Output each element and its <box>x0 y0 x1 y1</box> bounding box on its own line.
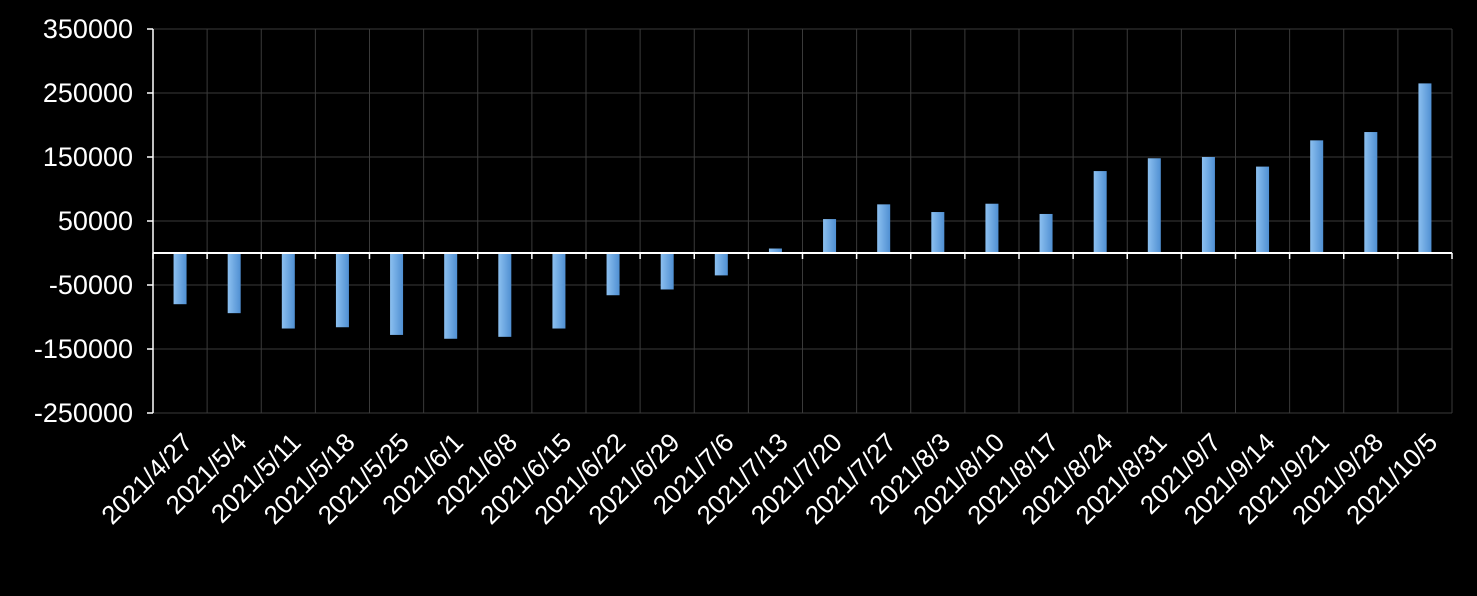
bar-2021/8/10 <box>985 203 999 253</box>
bar-2021/8/3 <box>931 212 945 253</box>
y-tick-label: -50000 <box>49 270 133 300</box>
bar-2021/6/22 <box>606 253 620 296</box>
y-tick-label: 150000 <box>43 142 133 172</box>
bar-2021/5/11 <box>281 253 295 329</box>
bar-2021/6/8 <box>498 253 512 337</box>
y-tick-label: 350000 <box>43 14 133 44</box>
y-tick-label: 50000 <box>58 206 133 236</box>
x-axis-tick-labels: 2021/4/272021/5/42021/5/112021/5/182021/… <box>95 427 1443 530</box>
bar-2021/7/6 <box>714 253 728 276</box>
bar-2021/8/31 <box>1147 158 1161 253</box>
bars <box>173 83 1432 339</box>
bar-2021/5/4 <box>227 253 241 314</box>
y-axis-tick-labels: 350000 250000 150000 50000 -50000 -150000 -250… <box>34 14 133 428</box>
bar-2021/8/17 <box>1039 213 1053 253</box>
bar-2021/4/27 <box>173 253 187 305</box>
bar-2021/9/7 <box>1201 157 1215 253</box>
bar-2021/6/1 <box>444 253 458 339</box>
bar-2021/9/14 <box>1256 166 1270 253</box>
y-tick-label: 250000 <box>43 78 133 108</box>
bar-2021/9/28 <box>1364 132 1378 253</box>
bar-2021/7/27 <box>877 204 891 253</box>
y-tick-label: -250000 <box>34 398 133 428</box>
gridlines <box>152 28 1453 414</box>
bar-2021/6/15 <box>552 253 566 329</box>
bar-2021/6/29 <box>660 253 674 290</box>
bar-2021/7/20 <box>823 219 837 253</box>
bar-2021/10/5 <box>1418 83 1432 254</box>
bar-2021/5/25 <box>390 253 404 335</box>
bar-2021/7/13 <box>768 248 782 253</box>
axes <box>147 28 1453 414</box>
bar-2021/8/24 <box>1093 171 1107 253</box>
y-tick-label: -150000 <box>34 334 133 364</box>
bar-2021/9/21 <box>1310 140 1324 253</box>
bar-2021/5/18 <box>335 253 349 328</box>
